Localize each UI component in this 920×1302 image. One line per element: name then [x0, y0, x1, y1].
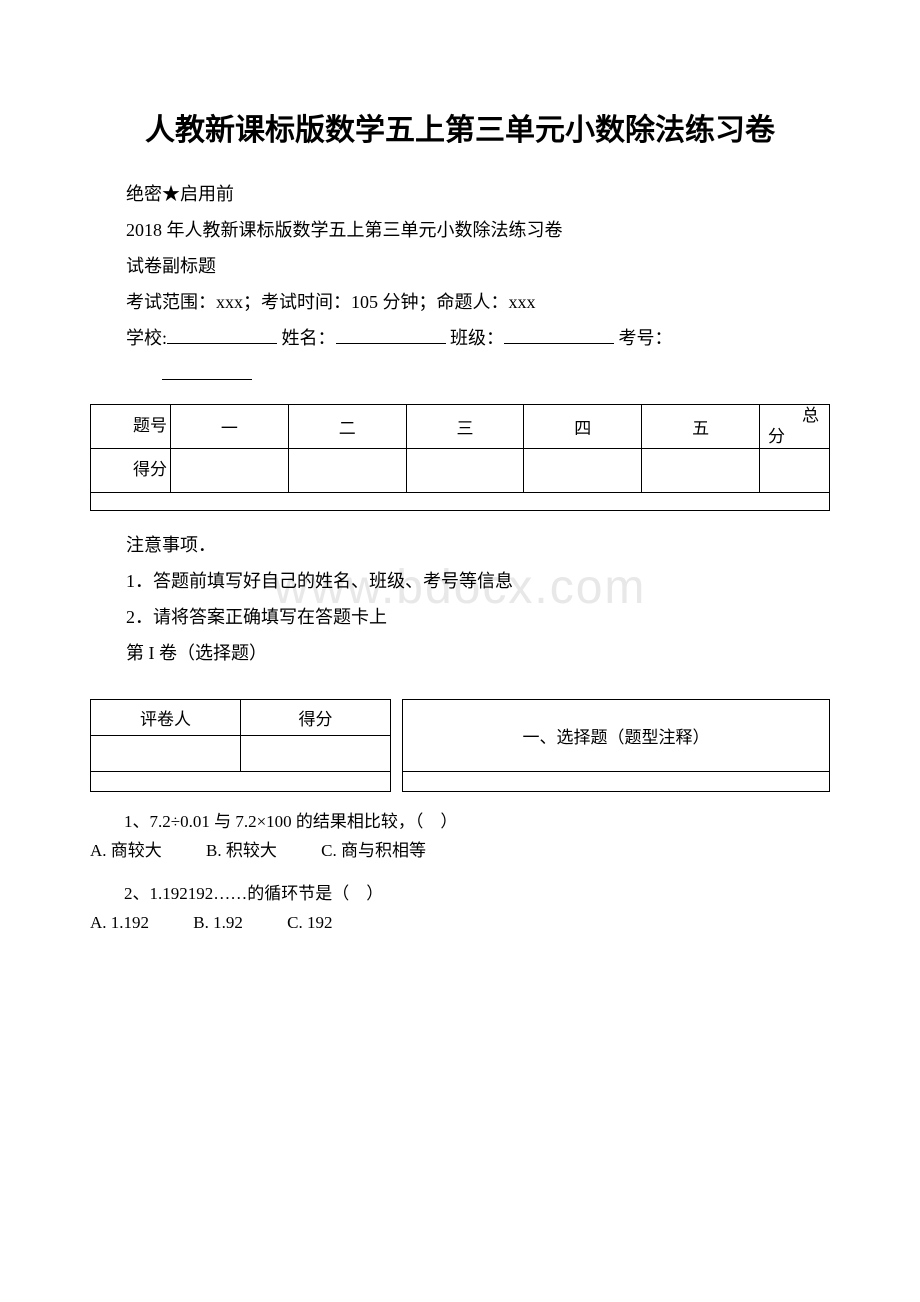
- notes-title: 注意事项．: [90, 527, 830, 563]
- student-info-line: 学校: 姓名： 班级： 考号：: [90, 320, 830, 356]
- grader-blank[interactable]: [91, 736, 241, 772]
- empty-cell: [403, 772, 830, 792]
- col-4: 四: [524, 405, 642, 449]
- col-3: 三: [406, 405, 524, 449]
- score-cell[interactable]: [524, 449, 642, 493]
- section-table: 评卷人 得分 一、选择题（题型注释）: [90, 699, 830, 792]
- question-text: 2、1.192192……的循环节是（ ）: [90, 880, 830, 909]
- table-row: 评卷人 得分 一、选择题（题型注释）: [91, 700, 830, 736]
- examno-label: 考号：: [619, 328, 673, 348]
- score-cell[interactable]: [642, 449, 760, 493]
- score-label: 得分: [241, 700, 391, 736]
- class-blank[interactable]: [504, 326, 614, 344]
- notes-item-1: 1．答题前填写好自己的姓名、班级、考号等信息: [90, 563, 830, 599]
- empty-cell: [91, 772, 391, 792]
- secret-line: 绝密★启用前: [90, 176, 830, 212]
- name-blank[interactable]: [336, 326, 446, 344]
- option-a[interactable]: A. 商较大: [90, 837, 162, 866]
- section-title: 一、选择题（题型注释）: [403, 700, 830, 772]
- table-row: [91, 772, 830, 792]
- option-a[interactable]: A. 1.192: [90, 909, 149, 938]
- examno-blank-line: [90, 356, 830, 392]
- question-1: 1、7.2÷0.01 与 7.2×100 的结果相比较，（ ） A. 商较大 B…: [90, 808, 830, 866]
- score-table: 题号 一 二 三 四 五 总分 得分: [90, 404, 830, 511]
- question-2: 2、1.192192……的循环节是（ ） A. 1.192 B. 1.92 C.…: [90, 880, 830, 938]
- table-row: 得分: [91, 449, 830, 493]
- col-5: 五: [642, 405, 760, 449]
- option-b[interactable]: B. 积较大: [206, 837, 277, 866]
- score-cell[interactable]: [760, 449, 830, 493]
- score-cell[interactable]: [406, 449, 524, 493]
- score-cell[interactable]: [288, 449, 406, 493]
- name-label: 姓名：: [282, 328, 336, 348]
- col-2: 二: [288, 405, 406, 449]
- options: A. 1.192 B. 1.92 C. 192: [90, 909, 830, 938]
- table-row: [91, 493, 830, 511]
- score-cell[interactable]: [171, 449, 289, 493]
- question-text: 1、7.2÷0.01 与 7.2×100 的结果相比较，（ ）: [90, 808, 830, 837]
- score-blank[interactable]: [241, 736, 391, 772]
- notes-item-2: 2．请将答案正确填写在答题卡上: [90, 599, 830, 635]
- table-row: 题号 一 二 三 四 五 总分: [91, 405, 830, 449]
- school-label: 学校:: [126, 328, 167, 348]
- question-no-label: 题号: [91, 405, 171, 449]
- section-1-label: 第 I 卷（选择题）: [90, 635, 830, 671]
- page-title: 人教新课标版数学五上第三单元小数除法练习卷: [90, 110, 830, 152]
- class-label: 班级：: [450, 328, 504, 348]
- subtitle-line: 试卷副标题: [90, 248, 830, 284]
- exam-title-line: 2018 年人教新课标版数学五上第三单元小数除法练习卷: [90, 212, 830, 248]
- col-1: 一: [171, 405, 289, 449]
- grader-label: 评卷人: [91, 700, 241, 736]
- options: A. 商较大 B. 积较大 C. 商与积相等: [90, 837, 830, 866]
- total-label: 总分: [760, 405, 830, 449]
- school-blank[interactable]: [167, 326, 277, 344]
- examno-blank[interactable]: [162, 362, 252, 380]
- option-c[interactable]: C. 192: [287, 909, 332, 938]
- option-b[interactable]: B. 1.92: [193, 909, 243, 938]
- empty-cell: [91, 493, 830, 511]
- option-c[interactable]: C. 商与积相等: [321, 837, 426, 866]
- scope-line: 考试范围：xxx；考试时间：105 分钟；命题人：xxx: [90, 284, 830, 320]
- gap-cell: [391, 700, 403, 792]
- score-label: 得分: [91, 449, 171, 493]
